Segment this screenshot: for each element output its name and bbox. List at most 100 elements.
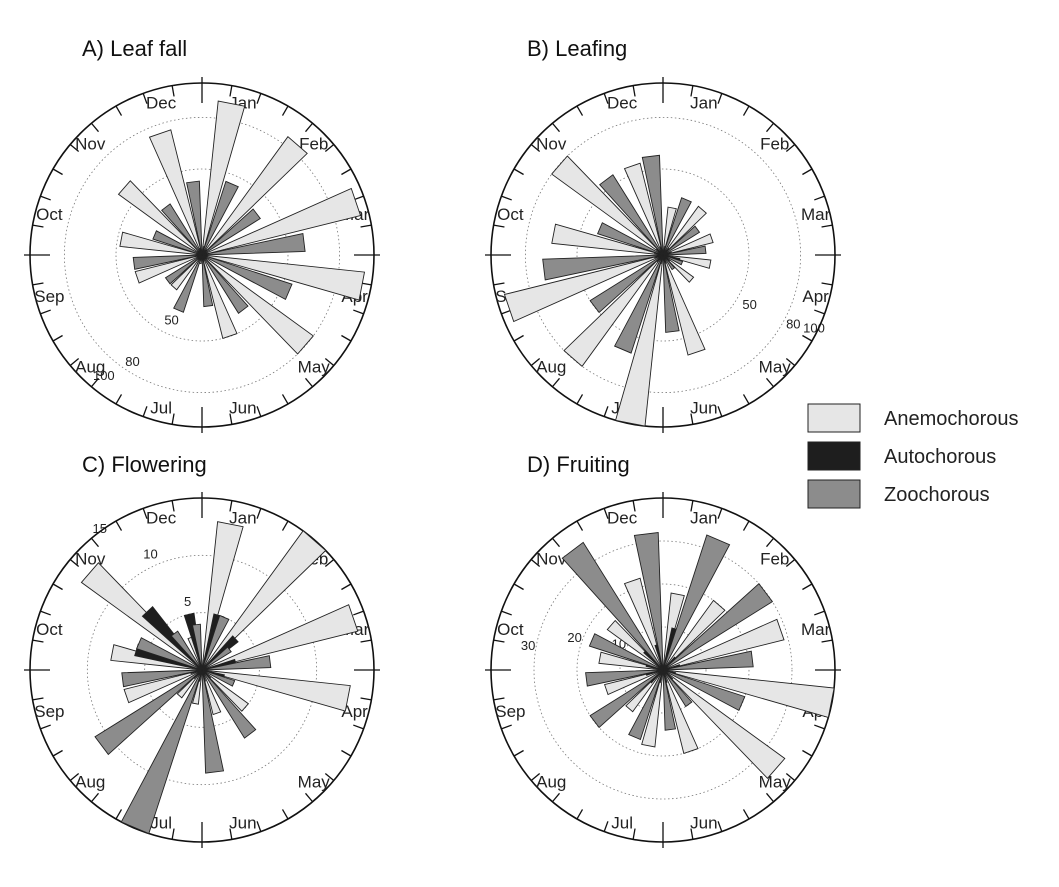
wedge-anemochorous-dec bbox=[623, 162, 664, 256]
axis-tick bbox=[513, 168, 524, 176]
panel-title: D) Fruiting bbox=[527, 452, 630, 477]
axis-tick bbox=[69, 143, 80, 153]
wedge-anemochorous-dec bbox=[148, 129, 203, 256]
axis-tick bbox=[52, 334, 63, 342]
month-label: Jan bbox=[690, 93, 717, 112]
wedge-zoochorous-apr bbox=[662, 669, 746, 712]
gridline-ring bbox=[533, 540, 793, 800]
wedge-zoochorous-jun bbox=[201, 669, 225, 774]
axis-tick bbox=[32, 639, 44, 643]
month-label: Sep bbox=[495, 702, 525, 721]
axis-tick bbox=[603, 93, 609, 104]
wedge-anemochorous-mar bbox=[201, 187, 362, 256]
month-label: Nov bbox=[75, 134, 106, 153]
axis-tick bbox=[821, 639, 833, 643]
axis-tick bbox=[530, 357, 541, 367]
axis-tick bbox=[324, 143, 335, 153]
axis-tick bbox=[603, 821, 609, 832]
wedge-zoochorous-jul bbox=[613, 254, 664, 354]
gridline-ring bbox=[63, 116, 341, 394]
wedge-zoochorous-jan bbox=[201, 614, 230, 671]
month-label: Dec bbox=[146, 508, 177, 527]
wedge-zoochorous-feb bbox=[662, 583, 774, 671]
wedge-zoochorous-nov bbox=[599, 174, 664, 256]
wedge-zoochorous-jan bbox=[662, 197, 692, 256]
wedge-zoochorous-jun bbox=[662, 254, 680, 333]
axis-tick bbox=[32, 282, 44, 286]
month-label: Jan bbox=[229, 508, 256, 527]
panel-title: B) Leafing bbox=[527, 36, 627, 61]
wedges bbox=[503, 154, 714, 427]
wedge-anemochorous-apr bbox=[201, 669, 351, 712]
radial-tick-label: 80 bbox=[786, 316, 800, 331]
wedge-zoochorous-jan bbox=[662, 534, 731, 671]
radial-tick-label: 20 bbox=[567, 630, 581, 645]
axis-tick bbox=[785, 143, 796, 153]
axis-tick bbox=[32, 697, 44, 701]
axis-tick bbox=[493, 282, 505, 286]
month-label: Aug bbox=[75, 358, 105, 377]
wedge-zoochorous-nov bbox=[170, 630, 203, 671]
axis-tick bbox=[501, 195, 512, 201]
wedge-zoochorous-dec bbox=[633, 531, 664, 671]
legend-label-zoochorous: Zoochorous bbox=[884, 484, 990, 506]
month-label: Dec bbox=[607, 93, 638, 112]
wedge-zoochorous-aug bbox=[94, 669, 203, 756]
axis-tick bbox=[814, 724, 825, 730]
wedge-zoochorous-sep bbox=[585, 669, 664, 687]
axis-tick bbox=[353, 610, 364, 616]
radial-tick-label: 5 bbox=[184, 594, 191, 609]
wedge-zoochorous-may bbox=[662, 669, 693, 708]
axis-tick bbox=[341, 334, 352, 342]
axis-tick bbox=[90, 792, 100, 803]
wedge-zoochorous-feb bbox=[662, 225, 701, 256]
gridline-ring bbox=[115, 168, 289, 342]
wedge-zoochorous-may bbox=[201, 254, 249, 314]
month-label: May bbox=[298, 358, 331, 377]
month-label: Sep bbox=[34, 702, 64, 721]
wedge-zoochorous-oct bbox=[152, 230, 203, 256]
wedge-anemochorous-oct bbox=[119, 231, 203, 256]
axis-tick bbox=[341, 583, 352, 591]
month-label: Dec bbox=[146, 93, 177, 112]
month-label: Feb bbox=[760, 549, 789, 568]
wedge-zoochorous-apr bbox=[201, 254, 293, 301]
gridline-ring bbox=[144, 612, 260, 728]
wedge-zoochorous-nov bbox=[561, 541, 664, 671]
axis-tick bbox=[785, 558, 796, 568]
wedge-anemochorous-apr bbox=[662, 669, 835, 718]
axis-tick bbox=[742, 394, 750, 405]
axis-tick bbox=[142, 406, 148, 417]
wedge-anemochorous-jan bbox=[201, 100, 246, 256]
wedge-anemochorous-jun bbox=[201, 254, 238, 339]
wedge-zoochorous-nov bbox=[161, 203, 203, 256]
axis-tick bbox=[40, 195, 51, 201]
axis-tick bbox=[115, 394, 123, 405]
axis-tick bbox=[115, 105, 123, 116]
wedge-zoochorous-dec bbox=[186, 180, 203, 256]
axis-tick bbox=[229, 413, 233, 425]
axis-tick bbox=[742, 105, 750, 116]
wedge-anemochorous-mar bbox=[662, 233, 714, 256]
radial-tick-label: 30 bbox=[521, 638, 535, 653]
rose-panel-4: D) Fruiting102030JanFebMarAprMayJunJulAu… bbox=[485, 452, 841, 848]
axis-tick bbox=[690, 413, 694, 425]
wedge-anemochorous-jul bbox=[641, 669, 664, 748]
month-label: Feb bbox=[299, 134, 328, 153]
month-label: Jun bbox=[229, 399, 256, 418]
gridline-ring bbox=[576, 583, 750, 757]
wedge-anemochorous-mar bbox=[662, 618, 785, 671]
axis-tick bbox=[530, 772, 541, 782]
wedge-zoochorous-mar bbox=[201, 655, 272, 671]
axis-tick bbox=[171, 413, 175, 425]
axis-tick bbox=[304, 377, 314, 388]
wedge-zoochorous-jun bbox=[201, 254, 214, 308]
axis-tick bbox=[40, 724, 51, 730]
wedge-zoochorous-may bbox=[201, 669, 257, 739]
wedge-zoochorous-apr bbox=[201, 669, 236, 687]
wedge-zoochorous-aug bbox=[164, 254, 203, 285]
month-label: May bbox=[759, 773, 792, 792]
axis-tick bbox=[229, 85, 233, 97]
axis-tick bbox=[513, 334, 524, 342]
